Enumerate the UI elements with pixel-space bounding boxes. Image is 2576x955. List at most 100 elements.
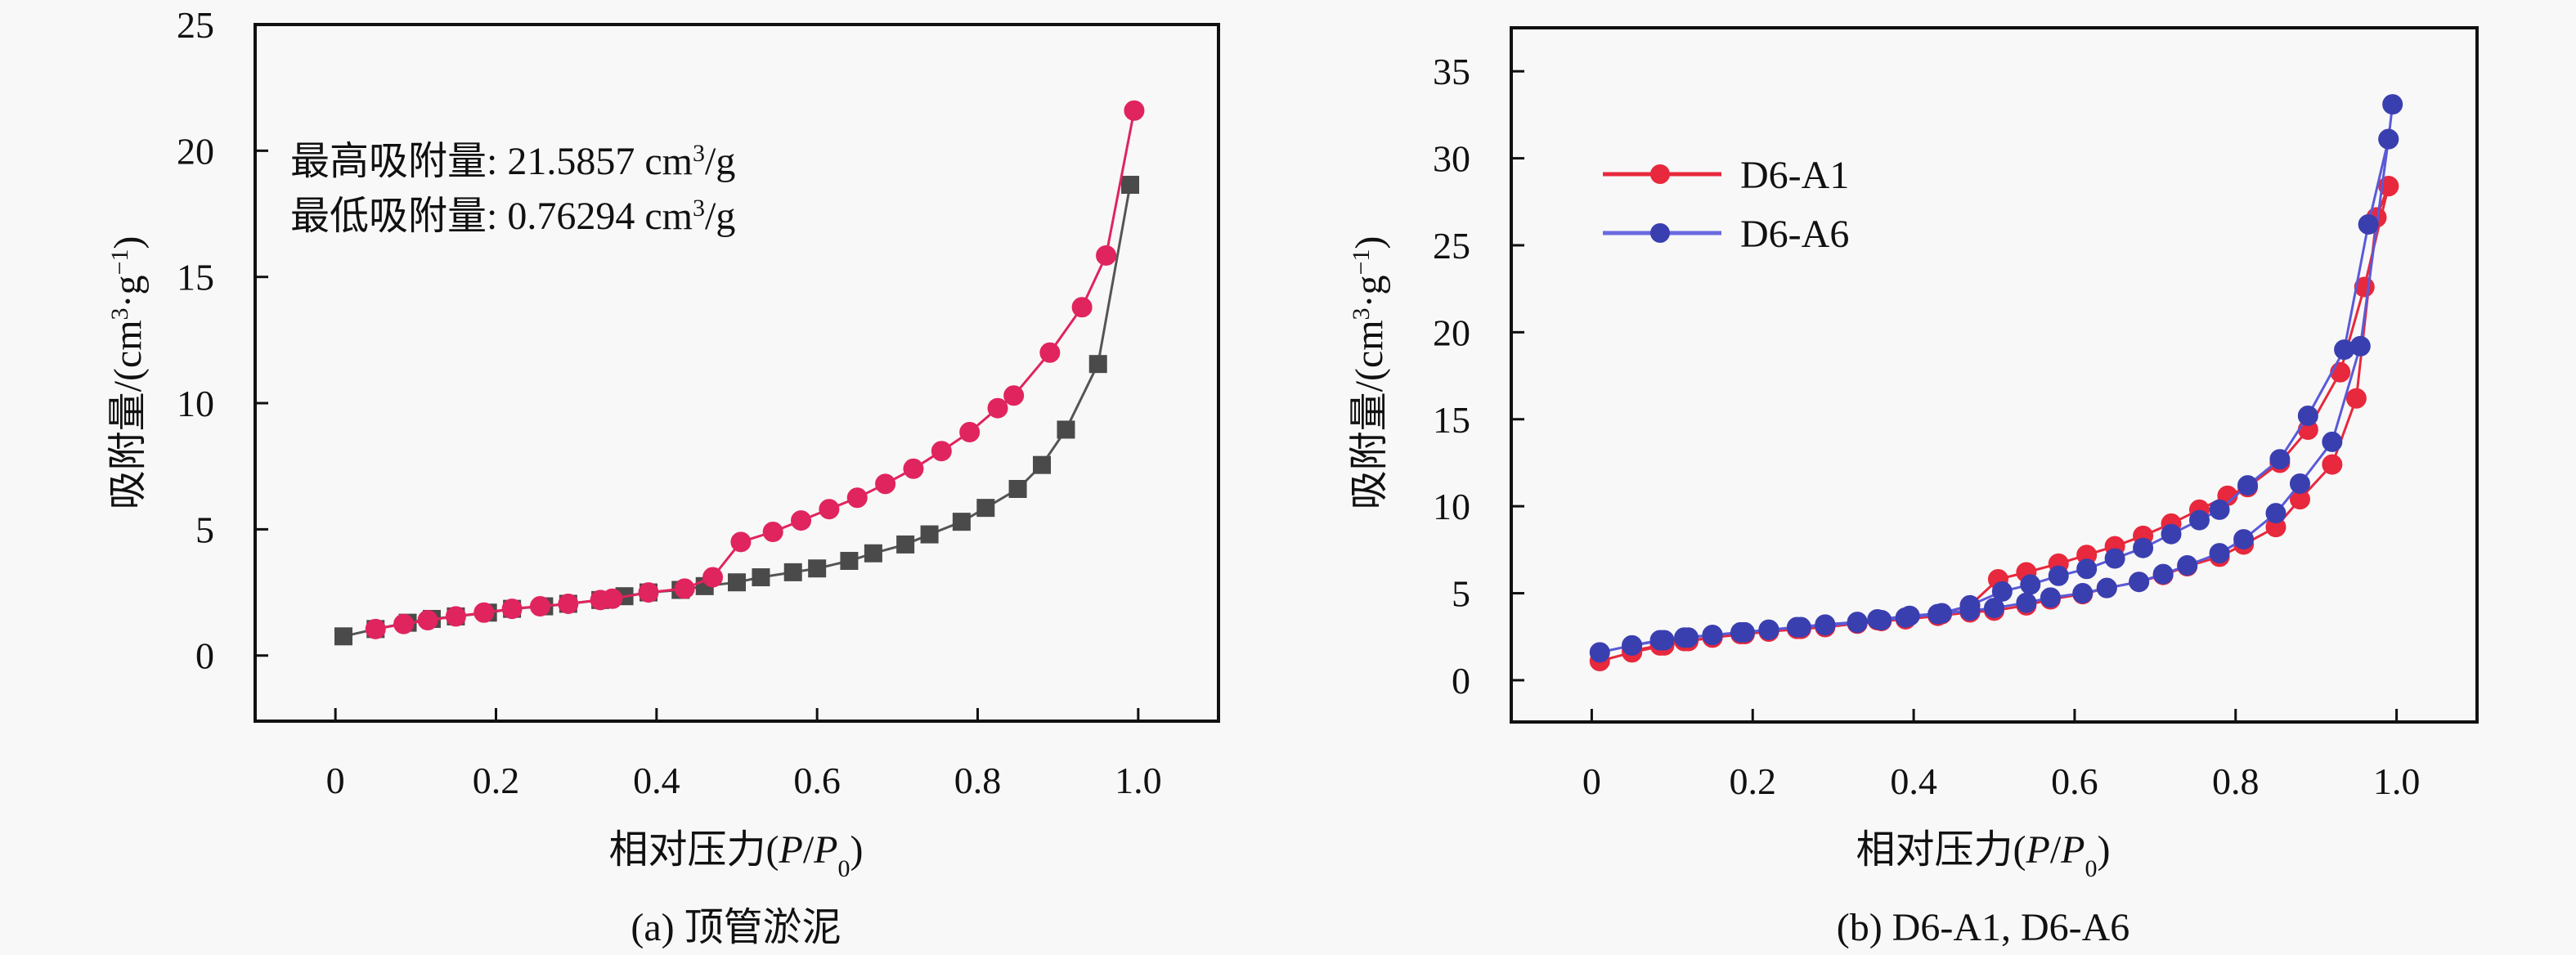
x-tick-label: 0.4 xyxy=(633,760,680,801)
data-point-d6-a6 xyxy=(1984,598,2004,619)
data-point-d6-a6 xyxy=(1589,642,1610,663)
data-point-d6-a6 xyxy=(2297,406,2318,427)
data-point-- xyxy=(638,582,659,603)
panel-a-series xyxy=(334,100,1145,646)
data-point-- xyxy=(1096,244,1117,266)
legend-marker-d6-a1 xyxy=(1650,164,1670,184)
data-point-d6-a6 xyxy=(2334,339,2355,361)
panel-b-y-axis-title: 吸附量/(cm3·g−1) xyxy=(1348,236,1392,510)
legend-marker-d6-a6 xyxy=(1650,223,1670,243)
y-tick-label: 5 xyxy=(195,509,214,550)
panel-b-caption: (b) D6-A1, D6-A6 xyxy=(1837,906,2130,949)
y-tick-label: 20 xyxy=(1433,312,1470,353)
data-point-d6-a6 xyxy=(2265,503,2287,524)
data-point-d6-a6 xyxy=(1786,616,1807,638)
x-tick-label: 0 xyxy=(1582,760,1601,802)
x-tick-label: 1.0 xyxy=(2373,760,2421,802)
data-point-- xyxy=(976,499,995,518)
x-tick-label: 0 xyxy=(326,760,345,801)
data-point-- xyxy=(952,513,971,531)
data-point-d6-a6 xyxy=(1674,627,1695,648)
data-point-d6-a6 xyxy=(2016,592,2037,613)
data-point-- xyxy=(791,510,812,531)
y-tick-label: 5 xyxy=(1452,573,1470,615)
y-tick-label: 20 xyxy=(177,130,214,172)
panel-a-y-axis-title: 吸附量/(cm3·g−1) xyxy=(106,236,150,510)
panel-b-chart: 0 0.2 0.4 0.6 0.8 1.0 0 5 10 15 20 25 30 35 D6-A1 D6-… xyxy=(1348,26,2479,949)
legend-entry-d6-a1: D6-A1 xyxy=(1603,154,1849,197)
data-point-- xyxy=(334,627,352,646)
data-point-d6-a6 xyxy=(2152,563,2174,585)
data-point-- xyxy=(1071,297,1093,318)
data-point-d6-a6 xyxy=(2161,523,2182,545)
data-point-d6-a6 xyxy=(2177,554,2198,576)
data-point-- xyxy=(875,473,896,495)
x-tick-label: 1.0 xyxy=(1115,760,1162,801)
data-point-- xyxy=(1008,480,1027,498)
data-point-d6-a6 xyxy=(2188,509,2210,531)
data-point-- xyxy=(1039,342,1061,363)
panel-a-annotation-max-sup: 3 xyxy=(693,140,705,167)
data-point-d6-a6 xyxy=(2104,548,2125,569)
data-point-- xyxy=(702,567,724,588)
data-point-d6-a6 xyxy=(1730,621,1751,643)
data-point-d6-a6 xyxy=(2269,449,2291,470)
data-point-d6-a6 xyxy=(2358,213,2379,235)
data-point-d6-a6 xyxy=(1758,619,1779,640)
data-point-d6-a6 xyxy=(2237,475,2259,496)
data-point-d6-a6 xyxy=(1702,625,1723,646)
data-point-- xyxy=(846,487,868,509)
legend-entry-d6-a6: D6-A6 xyxy=(1603,213,1849,256)
data-point-d6-a6 xyxy=(2076,558,2098,580)
y-tick-label: 15 xyxy=(177,257,214,298)
data-point-- xyxy=(590,590,611,611)
data-point-- xyxy=(558,593,579,614)
x-tick-label: 0.4 xyxy=(1890,760,1937,802)
data-point-d6-a6 xyxy=(1815,614,1836,635)
data-point-d6-a6 xyxy=(2382,94,2403,115)
x-tick-label: 0.2 xyxy=(1730,760,1777,802)
data-point-- xyxy=(1121,176,1140,195)
panel-a-annotation-min-sup: 3 xyxy=(693,195,705,222)
data-point-d6-a1 xyxy=(2322,454,2343,475)
panel-a-annotation-max: 最高吸附量: 21.5857 cm3/g xyxy=(290,140,735,184)
y-tick-label: 30 xyxy=(1433,138,1470,180)
data-point-- xyxy=(473,602,495,623)
data-point-- xyxy=(752,568,770,587)
y-tick-label: 15 xyxy=(1433,399,1470,441)
data-point-- xyxy=(393,613,415,634)
data-point-- xyxy=(903,458,924,479)
data-point-d6-a6 xyxy=(1649,630,1671,651)
panel-a-plot-frame xyxy=(254,23,1220,723)
y-tick-label: 25 xyxy=(1433,225,1470,267)
data-point-- xyxy=(864,544,882,563)
data-point-d6-a6 xyxy=(1622,634,1643,656)
data-point-- xyxy=(730,531,752,553)
data-point-- xyxy=(1124,100,1145,121)
panel-b-legend: D6-A1 D6-A6 xyxy=(1603,154,1849,256)
x-tick-label: 0.6 xyxy=(2051,760,2098,802)
panel-a-ticks: 0 0.2 0.4 0.6 0.8 1.0 0 5 10 15 20 25 xyxy=(177,4,1162,801)
legend-label-d6-a6: D6-A6 xyxy=(1740,213,1849,256)
panel-a-caption: (a) 顶管淤泥 xyxy=(631,906,841,949)
data-point-- xyxy=(674,578,695,599)
data-point-d6-a6 xyxy=(2129,572,2150,593)
panel-b-plot-frame xyxy=(1510,26,2479,724)
panel-b-x-axis-title: 相对压力(P/P0) xyxy=(1856,828,2111,882)
data-point-d6-a6 xyxy=(2020,574,2041,595)
x-tick-label: 0.8 xyxy=(954,760,1002,801)
x-tick-label: 0.2 xyxy=(473,760,520,801)
data-point-- xyxy=(896,535,915,554)
data-point-- xyxy=(840,551,859,570)
x-tick-label: 0.8 xyxy=(2212,760,2260,802)
data-point-d6-a6 xyxy=(1899,605,1920,626)
panel-b-ticks: 0 0.2 0.4 0.6 0.8 1.0 0 5 10 15 20 25 30 35 xyxy=(1433,51,2420,802)
y-tick-label: 35 xyxy=(1433,51,1470,92)
data-point-- xyxy=(417,610,438,631)
y-tick-label: 10 xyxy=(177,383,214,424)
y-tick-label: 25 xyxy=(177,4,214,46)
data-point-d6-a6 xyxy=(1959,594,1981,616)
data-point-- xyxy=(783,563,802,581)
data-point-d6-a6 xyxy=(2209,499,2230,520)
